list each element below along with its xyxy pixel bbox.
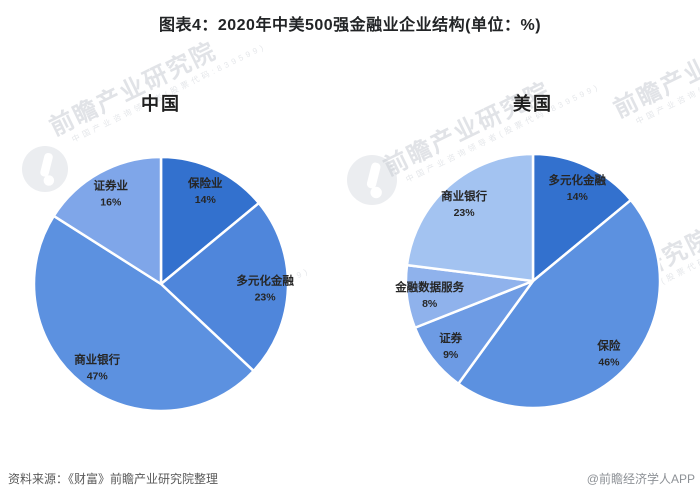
pie-slice-1 <box>531 152 633 283</box>
pie-title-usa: 美国 <box>513 94 553 114</box>
slice-label: 保险业 14% <box>187 176 223 206</box>
slice-label: 商业银行 47% <box>74 352 120 382</box>
pie-title-china: 中国 <box>141 94 181 114</box>
source-note: 资料来源：《财富》前瞻产业研究院整理 <box>8 472 219 486</box>
slice-label: 保险 46% <box>596 338 620 368</box>
credit-note: @前瞻经济学人APP <box>586 472 695 486</box>
pie-chart-usa: 多元化金融 14% 保险 46% 证券 9% 金融数据服务 8% 商业银行 23% <box>394 152 662 410</box>
slice-label: 证券 9% <box>439 331 462 361</box>
slice-label: 金融数据服务 8% <box>394 280 464 310</box>
page-title: 图表4：2020年中美500强金融业企业结构(单位：%) <box>158 17 542 34</box>
pie-slice-1 <box>159 155 261 286</box>
slice-label: 证券业 16% <box>94 179 129 209</box>
pie-slice-2 <box>457 198 662 410</box>
slice-label: 多元化金融 23% <box>236 273 294 303</box>
qianzhan-logo-icon <box>347 155 397 205</box>
slice-label: 多元化金融 14% <box>549 173 607 203</box>
pie-slice-3 <box>32 214 255 413</box>
watermark: 前瞻产业研究院 中国产业咨询领导者(股票代码:839599) <box>46 18 269 153</box>
watermark-text: 前瞻产业研究院 <box>45 37 221 142</box>
pie-slice-5 <box>405 152 535 283</box>
pie-chart-china: 保险业 14% 多元化金融 23% 商业银行 47% 证券业 16% <box>32 155 294 413</box>
pie-slice-2 <box>159 201 290 373</box>
slice-label: 商业银行 23% <box>441 189 487 219</box>
pie-slice-4 <box>52 155 163 286</box>
watermark-subtext: 中国产业咨询领导者(股票代码:839599) <box>634 23 700 127</box>
